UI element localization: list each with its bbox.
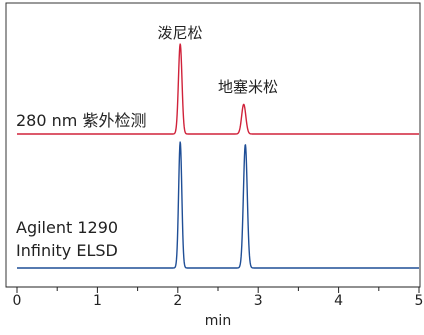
x-tick-label: 4 <box>334 293 343 309</box>
peak-annotation-dexamethasone: 地塞米松 <box>218 78 278 96</box>
series-label-elsd-line1: Agilent 1290 <box>16 218 118 237</box>
plot-frame <box>5 2 421 288</box>
x-tick-label: 0 <box>13 293 22 309</box>
series-label-elsd-line2: Infinity ELSD <box>16 241 118 260</box>
series-layer <box>16 43 420 269</box>
series-label-uv: 280 nm 紫外检测 <box>16 111 146 130</box>
x-tick-label: 2 <box>173 293 182 309</box>
x-tick-label: 1 <box>93 293 102 309</box>
series-line-elsd <box>16 141 420 269</box>
x-axis-label: min <box>205 313 231 329</box>
series-line-uv <box>16 43 420 135</box>
peak-annotation-prednisone: 泼尼松 <box>157 24 202 42</box>
x-axis-ticks: 0 1 2 3 4 5 <box>13 287 424 309</box>
x-tick-label: 3 <box>254 293 263 309</box>
x-tick-label: 5 <box>415 293 424 309</box>
